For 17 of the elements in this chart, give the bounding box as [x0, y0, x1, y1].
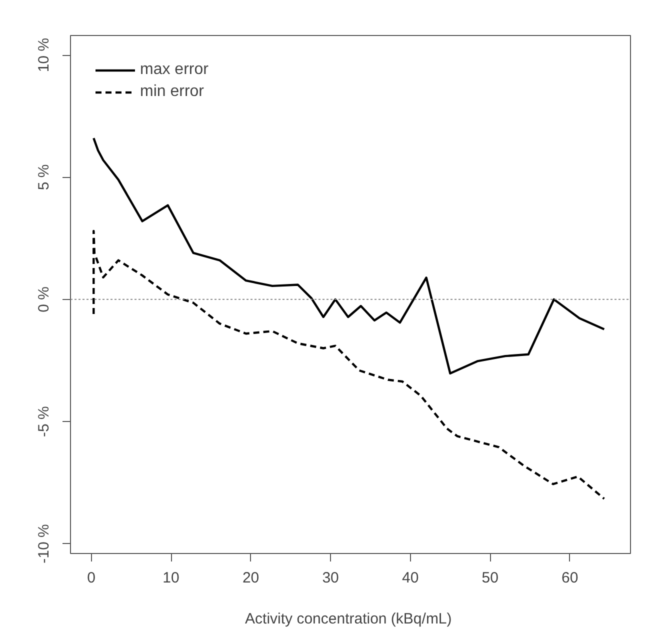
x-tick-label: 30 — [322, 570, 339, 586]
y-tick-label: 10 % — [36, 38, 52, 72]
line-series — [92, 230, 606, 500]
x-tick-label: 10 — [162, 570, 180, 586]
y-tick-label: -5 % — [36, 406, 52, 437]
line-series — [92, 137, 606, 375]
y-tick-label: 5 % — [36, 164, 52, 190]
x-axis-title: Activity concentration (kBq/mL) — [245, 610, 452, 628]
x-tick-label: 60 — [562, 570, 578, 586]
x-tick-label: 20 — [242, 570, 260, 586]
legend-label: max error — [140, 61, 208, 79]
y-tick-label: 0 % — [36, 286, 52, 312]
x-tick-label: 40 — [402, 570, 419, 586]
legend-label: min error — [140, 83, 204, 101]
y-tick-label: -10 % — [36, 524, 52, 564]
x-tick-label: 50 — [482, 570, 498, 586]
x-tick-label: 0 — [87, 570, 96, 586]
